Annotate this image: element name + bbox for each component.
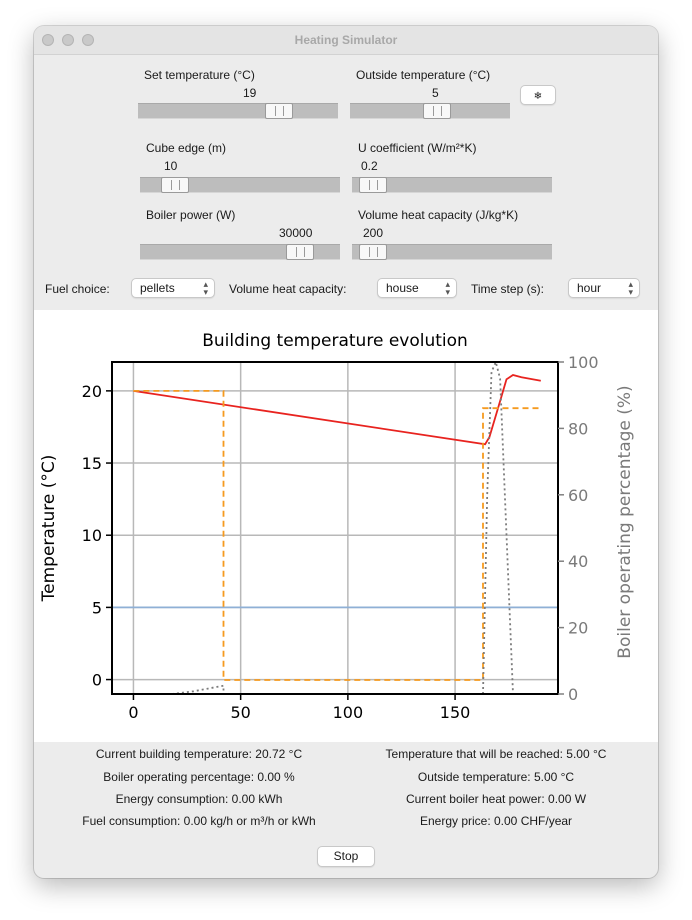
app-window: Heating Simulator Set temperature (°C) 1… xyxy=(34,26,658,878)
cube-edge-slider-thumb[interactable] xyxy=(161,177,189,193)
u-coefficient-slider-thumb[interactable] xyxy=(359,177,387,193)
snowflake-icon: ❄ xyxy=(533,91,543,102)
boiler-power-slider[interactable] xyxy=(140,244,340,260)
title-bar: Heating Simulator xyxy=(34,26,658,55)
current-building-temperature-text: Current building temperature: 20.72 °C xyxy=(95,747,303,761)
chevron-updown-icon: ▴ ▾ xyxy=(628,279,633,297)
time-step-select[interactable]: hour ▴ ▾ xyxy=(568,278,640,298)
outside-temperature-value: 5 xyxy=(432,86,439,100)
y2-tick-label: 40 xyxy=(568,552,588,571)
time-step-value: hour xyxy=(577,281,602,295)
chevron-updown-icon: ▴ ▾ xyxy=(203,279,208,297)
plot-frame xyxy=(111,361,559,695)
energy-consumption-text: Energy consumption: 0.00 kWh xyxy=(115,792,283,806)
y-tick-label: 0 xyxy=(92,671,102,690)
set-temperature-value: 19 xyxy=(243,86,257,100)
set-temperature-label: Set temperature (°C) xyxy=(144,68,255,82)
volume-heat-capacity-select-label: Volume heat capacity: xyxy=(229,282,347,296)
boiler-power-label: Boiler power (W) xyxy=(146,208,236,222)
set-temperature-slider[interactable] xyxy=(138,103,338,119)
volume-heat-capacity-select-value: house xyxy=(386,281,419,295)
series-line-2 xyxy=(133,390,539,681)
y-axis-label: Temperature (°C) xyxy=(39,455,59,603)
y2-tick-label: 0 xyxy=(568,685,578,704)
series-line-3 xyxy=(171,359,514,695)
volume-heat-capacity-label: Volume heat capacity (J/kg*K) xyxy=(358,208,519,222)
y-tick-label: 5 xyxy=(92,598,102,617)
fuel-choice-value: pellets xyxy=(140,281,175,295)
series-line-0 xyxy=(133,374,541,446)
outside-temperature-slider-thumb[interactable] xyxy=(423,103,451,119)
u-coefficient-label: U coefficient (W/m²*K) xyxy=(358,141,477,155)
chevron-updown-icon: ▴ ▾ xyxy=(445,279,450,297)
u-coefficient-value: 0.2 xyxy=(361,159,378,173)
fuel-choice-select[interactable]: pellets ▴ ▾ xyxy=(131,278,215,298)
y-tick-label: 20 xyxy=(82,382,102,401)
snowflake-button[interactable]: ❄ xyxy=(520,85,556,105)
volume-heat-capacity-slider-thumb[interactable] xyxy=(359,244,387,260)
boiler-heat-power-text: Current boiler heat power: 0.00 W xyxy=(405,792,587,806)
outside-temperature-slider[interactable] xyxy=(350,103,510,119)
y-tick-label: 10 xyxy=(82,526,102,545)
y2-tick-label: 100 xyxy=(568,353,599,372)
close-window-button[interactable] xyxy=(42,34,54,46)
energy-price-text: Energy price: 0.00 CHF/year xyxy=(419,814,573,828)
x-tick-label: 0 xyxy=(128,703,138,722)
cube-edge-value: 10 xyxy=(164,159,178,173)
x-tick-label: 100 xyxy=(333,703,364,722)
temperature-reached-text: Temperature that will be reached: 5.00 °… xyxy=(385,747,607,761)
stop-button[interactable]: Stop xyxy=(317,846,375,867)
u-coefficient-slider[interactable] xyxy=(352,177,552,193)
volume-heat-capacity-slider[interactable] xyxy=(352,244,552,260)
zoom-window-button[interactable] xyxy=(82,34,94,46)
y2-tick-label: 60 xyxy=(568,486,588,505)
time-step-label: Time step (s): xyxy=(471,282,544,296)
volume-heat-capacity-value: 200 xyxy=(363,226,384,240)
outside-temperature-label: Outside temperature (°C) xyxy=(356,68,491,82)
set-temperature-slider-thumb[interactable] xyxy=(265,103,293,119)
x-tick-label: 50 xyxy=(230,703,250,722)
boiler-power-slider-thumb[interactable] xyxy=(286,244,314,260)
y2-tick-label: 80 xyxy=(568,419,588,438)
fuel-choice-label: Fuel choice: xyxy=(45,282,110,296)
y2-axis-label: Boiler operating percentage (%) xyxy=(615,385,635,658)
temperature-chart: 0 50 100 150 0 5 10 15 20 0 20 40 60 80 100 Building te… xyxy=(39,331,635,722)
volume-heat-capacity-select[interactable]: house ▴ ▾ xyxy=(377,278,457,298)
outside-temperature-text: Outside temperature: 5.00 °C xyxy=(417,770,575,784)
cube-edge-slider[interactable] xyxy=(140,177,340,193)
boiler-operating-percentage-text: Boiler operating percentage: 0.00 % xyxy=(103,770,295,784)
minimize-window-button[interactable] xyxy=(62,34,74,46)
boiler-power-value: 30000 xyxy=(279,226,313,240)
window-title: Heating Simulator xyxy=(294,33,398,47)
y2-tick-label: 20 xyxy=(568,619,588,638)
chart-title: Building temperature evolution xyxy=(202,331,468,351)
plot-panel: 0 50 100 150 0 5 10 15 20 0 20 40 60 80 100 Building te… xyxy=(34,310,658,742)
y-tick-label: 15 xyxy=(82,454,102,473)
x-tick-label: 150 xyxy=(440,703,471,722)
cube-edge-label: Cube edge (m) xyxy=(146,141,227,155)
fuel-consumption-text: Fuel consumption: 0.00 kg/h or m³/h or k… xyxy=(82,814,316,828)
